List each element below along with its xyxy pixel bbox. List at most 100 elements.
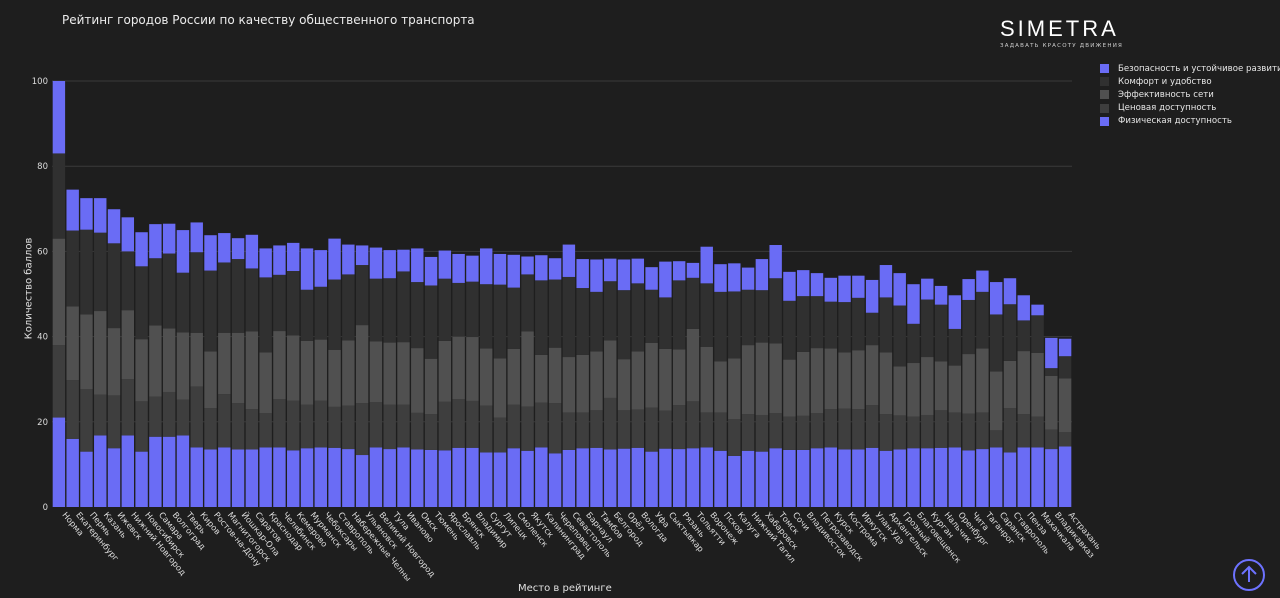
bar-segment[interactable] — [66, 380, 79, 439]
bar-segment[interactable] — [107, 243, 121, 329]
bar-segment[interactable] — [521, 274, 534, 332]
bar-segment[interactable] — [741, 345, 755, 415]
bar-segment[interactable] — [714, 264, 727, 292]
legend-item[interactable]: Эффективность сети — [1100, 88, 1280, 101]
bar-segment[interactable] — [466, 447, 479, 507]
bar-segment[interactable] — [659, 297, 672, 349]
bar-segment[interactable] — [162, 253, 176, 329]
bar-segment[interactable] — [66, 189, 79, 231]
bar-segment[interactable] — [617, 359, 631, 411]
bar-segment[interactable] — [659, 448, 672, 507]
bar-segment[interactable] — [783, 416, 796, 450]
bar-segment[interactable] — [769, 448, 782, 507]
bar-segment[interactable] — [135, 401, 148, 452]
bar-segment[interactable] — [162, 328, 176, 392]
bar-segment[interactable] — [700, 346, 713, 413]
bar-segment[interactable] — [893, 305, 906, 367]
bar-segment[interactable] — [1031, 304, 1044, 316]
bar-segment[interactable] — [94, 232, 107, 312]
bar-segment[interactable] — [1058, 338, 1072, 357]
bar-segment[interactable] — [1003, 304, 1017, 361]
bar-segment[interactable] — [865, 312, 879, 346]
bar-segment[interactable] — [176, 435, 190, 507]
bar-segment[interactable] — [452, 253, 465, 283]
bar-segment[interactable] — [659, 261, 672, 298]
bar-segment[interactable] — [162, 436, 176, 507]
bar-segment[interactable] — [989, 314, 1003, 372]
bar-segment[interactable] — [479, 248, 493, 285]
legend-item[interactable]: Безопасность и устойчивое развитие — [1100, 62, 1280, 75]
bar-segment[interactable] — [1003, 360, 1017, 409]
bar-segment[interactable] — [576, 448, 589, 507]
bar-segment[interactable] — [976, 412, 989, 450]
bar-segment[interactable] — [411, 449, 424, 507]
bar-segment[interactable] — [314, 250, 327, 287]
bar-segment[interactable] — [273, 399, 286, 448]
bar-segment[interactable] — [176, 332, 190, 400]
bar-segment[interactable] — [218, 394, 231, 448]
bar-segment[interactable] — [562, 357, 576, 413]
bar-segment[interactable] — [245, 449, 259, 507]
bar-segment[interactable] — [479, 284, 493, 349]
bar-segment[interactable] — [659, 348, 672, 411]
bar-segment[interactable] — [783, 449, 796, 507]
bar-segment[interactable] — [218, 262, 231, 333]
bar-segment[interactable] — [383, 404, 396, 450]
bar-segment[interactable] — [1045, 368, 1058, 376]
bar-segment[interactable] — [397, 447, 410, 507]
bar-segment[interactable] — [190, 447, 203, 507]
bar-segment[interactable] — [259, 277, 272, 353]
bar-segment[interactable] — [921, 357, 934, 415]
bar-segment[interactable] — [521, 406, 534, 451]
bar-segment[interactable] — [273, 274, 286, 332]
bar-segment[interactable] — [52, 417, 66, 507]
bar-segment[interactable] — [852, 297, 865, 351]
bar-segment[interactable] — [507, 254, 520, 288]
bar-segment[interactable] — [769, 245, 782, 279]
bar-segment[interactable] — [190, 332, 203, 387]
bar-segment[interactable] — [355, 325, 369, 404]
bar-segment[interactable] — [672, 405, 686, 450]
bar-segment[interactable] — [879, 414, 893, 451]
bar-segment[interactable] — [700, 283, 713, 347]
bar-segment[interactable] — [989, 282, 1003, 315]
bar-segment[interactable] — [921, 278, 934, 300]
bar-segment[interactable] — [479, 348, 493, 406]
bar-segment[interactable] — [934, 304, 948, 362]
bar-segment[interactable] — [328, 406, 341, 448]
bar-segment[interactable] — [287, 450, 300, 507]
bar-segment[interactable] — [438, 250, 452, 279]
bar-segment[interactable] — [383, 342, 396, 405]
bar-segment[interactable] — [590, 259, 603, 292]
bar-segment[interactable] — [631, 283, 645, 352]
bar-segment[interactable] — [424, 256, 438, 286]
bar-segment[interactable] — [1017, 351, 1030, 415]
bar-segment[interactable] — [1003, 452, 1017, 507]
bar-segment[interactable] — [893, 415, 906, 450]
bar-segment[interactable] — [728, 291, 741, 359]
bar-segment[interactable] — [645, 407, 658, 452]
bar-segment[interactable] — [604, 340, 617, 398]
bar-segment[interactable] — [604, 281, 617, 341]
bar-segment[interactable] — [107, 448, 121, 507]
bar-segment[interactable] — [659, 410, 672, 449]
bar-segment[interactable] — [52, 238, 66, 346]
bar-segment[interactable] — [1058, 446, 1072, 507]
bar-segment[interactable] — [604, 449, 617, 507]
bar-segment[interactable] — [989, 371, 1003, 431]
bar-segment[interactable] — [976, 270, 989, 292]
bar-segment[interactable] — [342, 405, 355, 450]
bar-segment[interactable] — [94, 435, 107, 507]
bar-segment[interactable] — [562, 412, 576, 450]
bar-segment[interactable] — [149, 258, 162, 326]
bar-segment[interactable] — [1031, 447, 1044, 507]
bar-segment[interactable] — [452, 336, 465, 400]
bar-segment[interactable] — [755, 414, 769, 452]
bar-segment[interactable] — [424, 449, 438, 507]
bar-segment[interactable] — [645, 289, 658, 343]
bar-segment[interactable] — [342, 449, 355, 507]
bar-segment[interactable] — [810, 296, 824, 349]
bar-segment[interactable] — [672, 449, 686, 507]
bar-segment[interactable] — [852, 275, 865, 298]
bar-segment[interactable] — [797, 415, 810, 450]
